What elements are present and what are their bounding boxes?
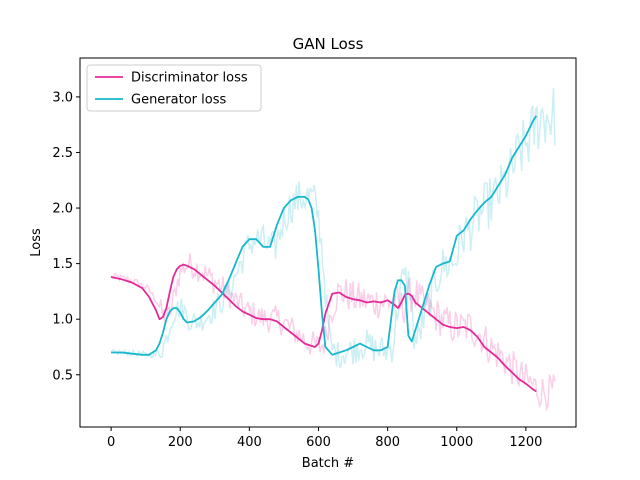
y-tick-label: 2.0 [52, 202, 73, 217]
x-tick-label: 400 [237, 435, 262, 450]
y-tick-label: 2.5 [52, 146, 73, 161]
legend-entry-label: Discriminator loss [131, 71, 248, 86]
x-tick-label: 1000 [440, 435, 473, 450]
plot-area-frame [79, 57, 577, 428]
x-tick-label: 600 [306, 435, 331, 450]
y-tick-label: 3.0 [52, 90, 73, 105]
legend: Discriminator loss Generator loss [86, 64, 262, 112]
raw-loss-traces [110, 87, 556, 412]
x-tick-label: 1200 [509, 435, 542, 450]
legend-entry-label: Generator loss [131, 93, 226, 108]
y-axis: 0.5 1.0 1.5 2.0 2.5 3.0 [52, 90, 80, 383]
x-axis-label: Batch # [302, 456, 354, 471]
x-axis: 0 200 400 600 800 1000 1200 [107, 427, 542, 450]
y-tick-label: 0.5 [52, 368, 73, 383]
generator-loss-line [111, 115, 538, 356]
legend-box [86, 64, 262, 112]
discriminator-loss-line [110, 263, 537, 393]
chart-title: GAN Loss [293, 35, 364, 53]
y-tick-label: 1.5 [52, 257, 73, 272]
y-axis-label: Loss [29, 228, 44, 257]
x-tick-label: 800 [375, 435, 400, 450]
generator-raw-trace [110, 87, 556, 369]
x-tick-label: 0 [107, 435, 115, 450]
smoothed-loss-lines [110, 115, 538, 393]
discriminator-raw-trace [110, 253, 556, 412]
x-tick-label: 200 [168, 435, 193, 450]
y-tick-label: 1.0 [52, 313, 73, 328]
